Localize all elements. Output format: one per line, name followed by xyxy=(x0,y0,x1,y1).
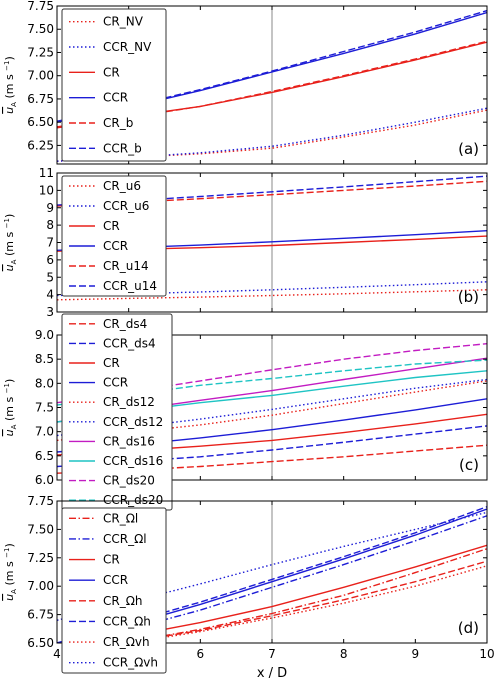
legend-entry: CR xyxy=(103,553,120,567)
series-line-CCR_NV xyxy=(57,107,487,162)
legend-entry: CR_NV xyxy=(103,15,144,29)
svg-text:uA (m s −1): uA (m s −1) xyxy=(3,543,18,601)
legend-entry: CCR_b xyxy=(103,141,142,155)
legend: CR_Ωl CCR_Ωl CR CCR CR_Ωh CCR_Ωh CR_Ωvh CCR_Ωvh xyxy=(61,507,167,674)
y-tick-label: 8.0 xyxy=(35,376,54,390)
series-line-CR_Ωvh xyxy=(124,565,487,643)
legend-entry: CCR xyxy=(103,239,128,253)
legend: CR_u6 CCR_u6 CR CCR CR_u14 CCR_u14 xyxy=(61,175,167,297)
legend-entry: CR_Ωvh xyxy=(103,635,150,649)
y-tick-label: 7.75 xyxy=(27,494,54,508)
y-tick-label: 11 xyxy=(39,166,54,180)
y-tick-label: 7.50 xyxy=(27,22,54,36)
legend-entry: CR_u14 xyxy=(103,259,149,273)
legend-entry: CCR_Ωvh xyxy=(103,656,158,670)
y-tick-label: 7.0 xyxy=(35,425,54,439)
y-tick-label: 7.00 xyxy=(27,69,54,83)
panel-b: 3 4 5 6 7 8 9 10 11 (b) uA (m s −1) CR_u6 CCR_u6 CR CC… xyxy=(3,166,488,319)
panel-d: 6.506.757.007.257.507.7545678910(d)uA (m… xyxy=(3,494,495,674)
x-tick-label: 4 xyxy=(53,647,61,661)
legend: CR_NV CCR_NV CR CCR CR_b CCR_b xyxy=(61,8,167,162)
legend-entry: CCR_ds20 xyxy=(103,493,163,507)
panel-c: 6.0 6.5 7.0 7.5 8.0 8.5 9.0 (c) uA (m s −1) CR_ds… xyxy=(3,313,488,511)
legend-entry: CR xyxy=(103,356,120,370)
y-tick-label: 6.25 xyxy=(27,138,54,152)
y-tick-label: 6.5 xyxy=(35,449,54,463)
legend-entry: CR_u6 xyxy=(103,179,141,193)
legend-entry: CCR_ds16 xyxy=(103,454,163,468)
svg-text:uA (m s −1): uA (m s −1) xyxy=(3,56,18,114)
legend-entry: CR_ds16 xyxy=(103,434,155,448)
y-tick-label: 7.5 xyxy=(35,401,54,415)
panel-a: 6.25 6.50 6.75 7.00 7.25 7.50 7.75 (a) uA (m s −… xyxy=(3,0,488,165)
legend-entry: CR_ds20 xyxy=(103,474,155,488)
x-tick-label: 7 xyxy=(268,647,276,661)
legend-entry: CCR xyxy=(103,91,128,105)
y-tick-label: 3 xyxy=(46,305,54,319)
legend-entry: CR_Ωh xyxy=(103,594,143,608)
legend: CR_ds4 CCR_ds4 CR CCR CR_ds12 CCR_ds12 CR_ds16… xyxy=(61,313,173,511)
legend-entry: CR xyxy=(103,219,120,233)
y-tick-label: 10 xyxy=(39,183,54,197)
legend-entry: CCR_u6 xyxy=(103,199,149,213)
y-tick-label: 7.25 xyxy=(27,551,54,565)
svg-text:uA (m s −1): uA (m s −1) xyxy=(3,214,18,272)
y-tick-label: 8.5 xyxy=(35,352,54,366)
y-tick-label: 7.00 xyxy=(27,579,54,593)
y-tick-label: 9.0 xyxy=(35,328,54,342)
y-tick-label: 5 xyxy=(46,270,54,284)
svg-text:uA (m s −1): uA (m s −1) xyxy=(3,379,18,437)
legend-entry: CCR_ds4 xyxy=(103,336,156,350)
y-tick-label: 6.0 xyxy=(35,473,54,487)
y-axis-label: uA (m s −1) xyxy=(3,543,18,601)
legend-entry: CR xyxy=(103,65,120,79)
y-axis-label: uA (m s −1) xyxy=(3,214,18,272)
panel-label: (c) xyxy=(459,456,479,474)
legend-entry: CCR_ds12 xyxy=(103,415,163,429)
y-tick-label: 9 xyxy=(46,201,54,215)
legend-box xyxy=(61,507,167,674)
y-tick-label: 6.75 xyxy=(27,92,54,106)
panels: 6.25 6.50 6.75 7.00 7.25 7.50 7.75 (a) uA (m s −… xyxy=(3,0,495,674)
x-tick-label: 9 xyxy=(412,647,420,661)
x-tick-label: 8 xyxy=(340,647,348,661)
legend-entry: CCR_NV xyxy=(103,40,152,54)
y-tick-label: 6.75 xyxy=(27,608,54,622)
panel-label: (b) xyxy=(458,288,479,306)
legend-entry: CCR xyxy=(103,376,128,390)
series-line-CR_NV xyxy=(57,109,487,162)
y-tick-label: 7.25 xyxy=(27,45,54,59)
y-tick-label: 8 xyxy=(46,218,54,232)
y-tick-label: 6.50 xyxy=(27,115,54,129)
legend-entry: CCR_u14 xyxy=(103,279,157,293)
legend-entry: CCR_Ωh xyxy=(103,614,151,628)
legend-entry: CR_b xyxy=(103,116,133,130)
y-tick-label: 6.50 xyxy=(27,636,54,650)
y-tick-label: 6 xyxy=(46,253,54,267)
y-tick-label: 7 xyxy=(46,236,54,250)
y-tick-label: 4 xyxy=(46,288,54,302)
legend-entry: CR_Ωl xyxy=(103,511,138,525)
legend-entry: CR_ds4 xyxy=(103,317,147,331)
y-tick-label: 7.50 xyxy=(27,522,54,536)
legend-box xyxy=(61,8,167,162)
y-axis-label: uA (m s −1) xyxy=(3,379,18,437)
legend-entry: CCR_Ωl xyxy=(103,532,147,546)
x-tick-label: 10 xyxy=(479,647,494,661)
x-tick-label: 6 xyxy=(197,647,205,661)
panel-label: (a) xyxy=(458,140,479,158)
legend-entry: CCR xyxy=(103,573,128,587)
legend-entry: CR_ds12 xyxy=(103,395,155,409)
y-axis-label: uA (m s −1) xyxy=(3,56,18,114)
legend-box xyxy=(61,175,167,297)
x-axis-label: x / D xyxy=(257,666,287,681)
panel-label: (d) xyxy=(458,619,479,637)
y-tick-label: 7.75 xyxy=(27,0,54,13)
